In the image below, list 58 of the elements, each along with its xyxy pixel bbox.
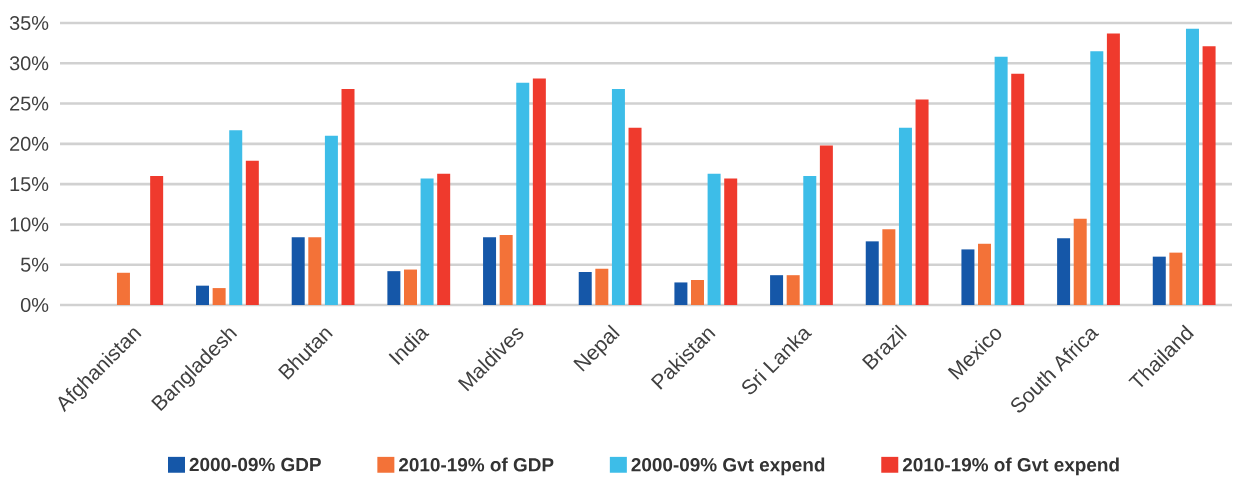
bar	[116, 272, 130, 305]
y-tick-label: 5%	[20, 257, 49, 272]
bar	[341, 89, 355, 305]
bar	[898, 127, 912, 305]
bar	[245, 160, 259, 305]
bar	[691, 280, 704, 305]
y-tick-label: 25%	[10, 96, 49, 111]
bar	[770, 275, 784, 305]
bar	[578, 271, 592, 305]
bar	[915, 99, 929, 305]
bar	[994, 56, 1008, 305]
bar	[724, 178, 738, 305]
y-tick-label: 30%	[9, 56, 49, 71]
bar	[1057, 238, 1071, 305]
bar	[1106, 33, 1120, 305]
legend-label: 2010-19% of GDP	[399, 457, 554, 472]
bar	[786, 275, 800, 305]
bar	[628, 127, 642, 305]
bar	[499, 234, 513, 305]
bar	[1202, 46, 1216, 305]
y-tick-label: 15%	[10, 177, 49, 192]
bar	[324, 135, 338, 305]
bar	[1090, 51, 1104, 305]
bar	[483, 237, 497, 305]
bar	[1152, 256, 1166, 305]
legend-label: 2000-09% GDP	[189, 457, 321, 472]
bar	[961, 249, 975, 305]
bar	[196, 285, 210, 305]
bar	[403, 269, 417, 305]
bar	[420, 178, 434, 305]
legend-label: 2010-19% of Gvt expend	[902, 457, 1119, 476]
bar	[212, 288, 226, 305]
y-tick-label: 20%	[10, 136, 49, 151]
bar	[1073, 218, 1087, 305]
bar	[611, 89, 625, 305]
bar	[819, 145, 833, 305]
bar	[595, 268, 609, 305]
bar	[1169, 252, 1183, 305]
bar	[1185, 28, 1199, 305]
bar	[707, 173, 721, 305]
bar	[291, 237, 305, 305]
bar	[229, 130, 243, 305]
bar	[674, 282, 688, 305]
bar	[865, 241, 879, 305]
bar	[532, 78, 546, 305]
y-tick-label: 0%	[20, 297, 49, 313]
bar	[308, 237, 322, 305]
bar	[1011, 73, 1025, 305]
bar	[882, 229, 896, 305]
bar	[437, 173, 451, 305]
bar	[387, 271, 401, 305]
bar	[150, 176, 164, 305]
bar	[516, 82, 530, 305]
bar	[803, 176, 817, 305]
y-tick-label: 10%	[10, 217, 49, 232]
y-tick-label: 35%	[9, 15, 49, 31]
bar	[978, 243, 992, 305]
legend-label: 2000-09% Gvt expend	[631, 457, 825, 476]
